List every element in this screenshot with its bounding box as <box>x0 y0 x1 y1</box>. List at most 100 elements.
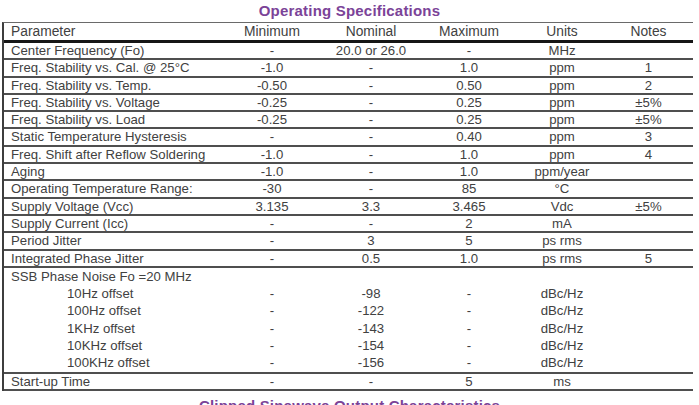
table-row: Freq. Stability vs. Temp.-0.50-0.50ppm2 <box>4 78 693 95</box>
cell-nom: - <box>322 112 420 127</box>
cell-param: Aging <box>4 164 222 179</box>
operating-specifications-table: ParameterMinimumNominalMaximumUnitsNotes… <box>2 22 693 391</box>
cell-max: 3.465 <box>420 199 518 214</box>
cell-param: Freq. Stability vs. Load <box>4 112 222 127</box>
column-header-maximum: Maximum <box>420 24 518 39</box>
cell-units: dBc/Hz <box>518 302 606 319</box>
table-row: Supply Voltage (Vcc)3.1353.33.465Vdc±5% <box>4 199 693 216</box>
table-row: Integrated Phase Jitter-0.51.0ps rms5 <box>4 251 693 268</box>
cell-param: Freq. Stability vs. Voltage <box>4 95 222 110</box>
cell-nom: - <box>322 78 420 93</box>
cell-units: ps rms <box>518 251 606 266</box>
table-row: Start-up Time--5ms <box>4 374 693 391</box>
table-row: Supply Current (Icc)--2mA <box>4 216 693 233</box>
cell-units: ppm/year <box>518 164 606 179</box>
table-body: Center Frequency (Fo)-20.0 or 26.0-MHzFr… <box>4 43 693 391</box>
group-label-row: SSB Phase Noise Fo =20 MHz <box>4 268 693 285</box>
cell-param: 1KHz offset <box>4 320 222 337</box>
cell-param: Period Jitter <box>4 233 222 248</box>
table-sub-row: 10Hz offset--98-dBc/Hz <box>4 285 693 302</box>
cell-units: ps rms <box>518 233 606 248</box>
cell-nom: - <box>322 147 420 162</box>
table-row: Freq. Stability vs. Load-0.25-0.25ppm±5% <box>4 112 693 129</box>
cell-nom: - <box>322 181 420 196</box>
cell-max: 2 <box>420 216 518 231</box>
cell-units: MHz <box>518 43 606 58</box>
cell-units: ppm <box>518 129 606 144</box>
cell-nom: - <box>322 129 420 144</box>
cell-units: °C <box>518 181 606 196</box>
cell-min: -0.25 <box>222 112 322 127</box>
cell-min: 3.135 <box>222 199 322 214</box>
cell-max: 0.40 <box>420 129 518 144</box>
cell-max: - <box>420 302 518 319</box>
cell-param: 100Hz offset <box>4 302 222 319</box>
table-sub-row: 1KHz offset--143-dBc/Hz <box>4 320 693 337</box>
cell-max: - <box>420 354 518 371</box>
cell-param: SSB Phase Noise Fo =20 MHz <box>4 268 222 285</box>
cell-min: -1.0 <box>222 60 322 75</box>
cell-min: - <box>222 216 322 231</box>
cell-nom: 3.3 <box>322 199 420 214</box>
column-header-units: Units <box>518 24 606 39</box>
cell-param: Integrated Phase Jitter <box>4 251 222 266</box>
cell-max: 85 <box>420 181 518 196</box>
cell-max: - <box>420 285 518 302</box>
cell-max: 1.0 <box>420 164 518 179</box>
cell-param: Operating Temperature Range: <box>4 181 222 196</box>
table-row: Static Temperature Hysteresis--0.40ppm3 <box>4 129 693 146</box>
cell-nom: -143 <box>322 320 420 337</box>
cell-param: Static Temperature Hysteresis <box>4 129 222 144</box>
cell-units: dBc/Hz <box>518 320 606 337</box>
column-header-notes: Notes <box>606 24 691 39</box>
next-section-title-text: Clipped Sinewave Output Characteristics <box>199 397 500 405</box>
cell-units: dBc/Hz <box>518 337 606 354</box>
cell-notes: 3 <box>606 129 691 144</box>
cell-notes: 2 <box>606 78 691 93</box>
table-row: Freq. Stability vs. Voltage-0.25-0.25ppm… <box>4 95 693 112</box>
cell-nom: - <box>322 374 420 389</box>
cell-nom: -156 <box>322 354 420 371</box>
cell-nom: -98 <box>322 285 420 302</box>
cell-nom: -154 <box>322 337 420 354</box>
cell-max: 5 <box>420 233 518 248</box>
page-title: Operating Specifications <box>0 2 699 19</box>
table-row: Aging-1.0-1.0ppm/year <box>4 164 693 181</box>
table-sub-row: 100Hz offset--122-dBc/Hz <box>4 302 693 319</box>
cell-nom: 20.0 or 26.0 <box>322 43 420 58</box>
cell-max: 1.0 <box>420 60 518 75</box>
cell-notes: 4 <box>606 147 691 162</box>
cell-nom: - <box>322 60 420 75</box>
table-row-group: SSB Phase Noise Fo =20 MHz10Hz offset--9… <box>4 268 693 374</box>
cell-param: Supply Current (Icc) <box>4 216 222 231</box>
cell-max: - <box>420 320 518 337</box>
column-header-parameter: Parameter <box>4 24 222 39</box>
cell-min: - <box>222 302 322 319</box>
cell-min: - <box>222 129 322 144</box>
cell-notes: ±5% <box>606 112 691 127</box>
cell-param: Start-up Time <box>4 374 222 389</box>
cell-units: ppm <box>518 78 606 93</box>
table-row: Freq. Shift after Reflow Soldering-1.0-1… <box>4 147 693 164</box>
cell-max: 0.50 <box>420 78 518 93</box>
cell-units: ms <box>518 374 606 389</box>
cell-min: - <box>222 337 322 354</box>
cell-min: - <box>222 285 322 302</box>
cell-max: - <box>420 43 518 58</box>
cell-units: ppm <box>518 112 606 127</box>
cell-min: -0.50 <box>222 78 322 93</box>
column-header-minimum: Minimum <box>222 24 322 39</box>
table-row: Period Jitter-35ps rms <box>4 233 693 250</box>
cell-param: 10Hz offset <box>4 285 222 302</box>
cell-units: Vdc <box>518 199 606 214</box>
cell-min: -30 <box>222 181 322 196</box>
cell-notes: ±5% <box>606 199 691 214</box>
cell-max: 0.25 <box>420 95 518 110</box>
table-sub-row: 10KHz offset--154-dBc/Hz <box>4 337 693 354</box>
cell-max: - <box>420 337 518 354</box>
cell-min: - <box>222 354 322 371</box>
cell-nom: - <box>322 164 420 179</box>
cell-param: Freq. Stability vs. Cal. @ 25°C <box>4 60 222 75</box>
cell-min: - <box>222 374 322 389</box>
cell-max: 0.25 <box>420 112 518 127</box>
